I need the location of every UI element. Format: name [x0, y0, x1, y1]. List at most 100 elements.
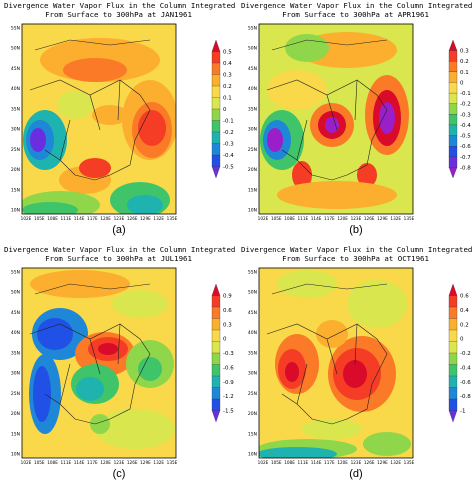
panel-b: Divergence Water Vapor Flux in the Colum… [237, 0, 474, 244]
colorbar-segment [448, 318, 458, 331]
colorbar-tick-label: 0.3 [223, 73, 232, 79]
lon-tick-label: 123E [114, 216, 125, 221]
panel-d-lon-ticks: 102E 105E 108E 111E 114E 117E 120E 123E 126E 129E… [258, 460, 415, 465]
colorbar-segment [448, 410, 458, 423]
colorbar-tick-label: -0.2 [223, 130, 234, 136]
lon-tick-label: 126E [127, 216, 138, 221]
colorbar-segment [448, 167, 458, 179]
lat-tick-label: 20N [11, 167, 20, 173]
lat-tick-label: 40N [11, 330, 20, 336]
lat-tick-label: 15N [248, 431, 257, 437]
colorbar-segment [211, 341, 221, 354]
lat-tick-label: 55N [248, 26, 257, 32]
lat-tick-label: 10N [11, 452, 20, 458]
colorbar-segment [211, 39, 221, 52]
colorbar-tick-label: -0.1 [460, 91, 471, 97]
colorbar-segment [211, 352, 221, 365]
colorbar-tick-label: 0 [223, 107, 227, 113]
colorbar-tick-label: 0.2 [460, 59, 469, 65]
colorbar-segment [211, 74, 221, 87]
panel-a-colorbar: 0.5 0.4 0.3 0.2 0.1 0 -0.1 -0.2 -0.3 -0.4 -0.5 [211, 39, 234, 179]
lon-tick-label: 105E [34, 460, 45, 465]
panel-a-title-line2: From Surface to 300hPa at JAN1961 [45, 9, 192, 19]
lon-tick-label: 126E [364, 216, 375, 221]
lat-tick-label: 50N [248, 46, 257, 52]
lon-tick-label: 135E [404, 216, 415, 221]
colorbar-tick-label: -0.2 [460, 351, 471, 357]
colorbar-segment [211, 387, 221, 400]
colorbar-segment [211, 108, 221, 121]
panel-a-lon-ticks: 102E 105E 108E 111E 114E 117E 120E 123E 126E 129E… [21, 216, 178, 221]
colorbar-tick-label: 0.3 [460, 49, 469, 55]
colorbar-tick-label: -0.6 [460, 144, 471, 150]
lon-tick-label: 123E [351, 216, 362, 221]
lat-tick-label: 50N [11, 290, 20, 296]
panel-d-title: Divergence Water Vapor Flux in the Colum… [241, 245, 472, 263]
colorbar-segment [448, 39, 458, 51]
lat-tick-label: 10N [248, 452, 257, 458]
colorbar-tick-label: 0 [460, 337, 464, 343]
panel-d-label: (d) [349, 468, 363, 480]
colorbar-tick-label: 0.3 [223, 322, 232, 328]
lat-tick-label: 45N [248, 66, 257, 72]
lon-tick-label: 111E [297, 460, 308, 465]
lon-tick-label: 102E [258, 460, 269, 465]
lon-tick-label: 129E [377, 216, 388, 221]
colorbar-segment [448, 329, 458, 342]
colorbar-tick-label: 0.6 [460, 294, 469, 300]
colorbar-segment [448, 135, 458, 147]
panel-a-label: (a) [112, 224, 126, 236]
colorbar-tick-label: -0.1 [223, 119, 234, 125]
colorbar-tick-label: 0 [460, 80, 464, 86]
lon-tick-label: 114E [311, 216, 322, 221]
colorbar-segment [448, 341, 458, 354]
colorbar-segment [448, 352, 458, 365]
lon-tick-label: 132E [390, 216, 401, 221]
colorbar-segment [211, 306, 221, 319]
colorbar-tick-label: -0.4 [460, 123, 471, 129]
lon-tick-label: 126E [364, 460, 375, 465]
panel-d: Divergence Water Vapor Flux in the Colum… [237, 244, 474, 488]
colorbar-segment [448, 114, 458, 126]
lon-tick-label: 117E [87, 216, 98, 221]
lat-tick-label: 15N [11, 431, 20, 437]
colorbar-segment [211, 329, 221, 342]
colorbar-tick-label: -0.7 [460, 155, 471, 161]
lon-tick-label: 129E [377, 460, 388, 465]
lon-tick-label: 120E [337, 216, 348, 221]
colorbar-segment [448, 92, 458, 105]
colorbar-segment [448, 82, 458, 94]
lat-tick-label: 15N [248, 187, 257, 193]
colorbar-segment [211, 166, 221, 179]
colorbar-segment [448, 398, 458, 411]
lon-tick-label: 105E [271, 216, 282, 221]
colorbar-tick-label: 0.4 [223, 61, 232, 67]
colorbar-segment [211, 51, 221, 64]
lat-tick-label: 35N [248, 106, 257, 112]
lon-tick-label: 111E [297, 216, 308, 221]
colorbar-tick-label: -0.5 [223, 165, 234, 171]
panel-b-title-line2: From Surface to 300hPa at APR1961 [282, 9, 429, 19]
lat-tick-label: 25N [11, 391, 20, 397]
colorbar-tick-label: -0.3 [223, 142, 234, 148]
colorbar-segment [211, 364, 221, 377]
lat-tick-label: 55N [11, 26, 20, 32]
colorbar-tick-label: 0.9 [223, 294, 232, 300]
lon-tick-label: 117E [87, 460, 98, 465]
colorbar-tick-label: 0.1 [460, 70, 469, 76]
panel-b-lon-ticks: 102E 105E 108E 111E 114E 117E 120E 123E 126E 129E… [258, 216, 415, 221]
panel-a-title: Divergence Water Vapor Flux in the Colum… [4, 1, 235, 19]
colorbar-segment [211, 85, 221, 98]
panel-c-title: Divergence Water Vapor Flux in the Colum… [4, 245, 235, 263]
lat-tick-label: 40N [248, 86, 257, 92]
lon-tick-label: 123E [114, 460, 125, 465]
lon-tick-label: 111E [60, 460, 71, 465]
colorbar-segment [448, 103, 458, 115]
colorbar-tick-label: -0.4 [460, 365, 471, 371]
lon-tick-label: 102E [21, 460, 32, 465]
lon-tick-label: 108E [47, 460, 58, 465]
